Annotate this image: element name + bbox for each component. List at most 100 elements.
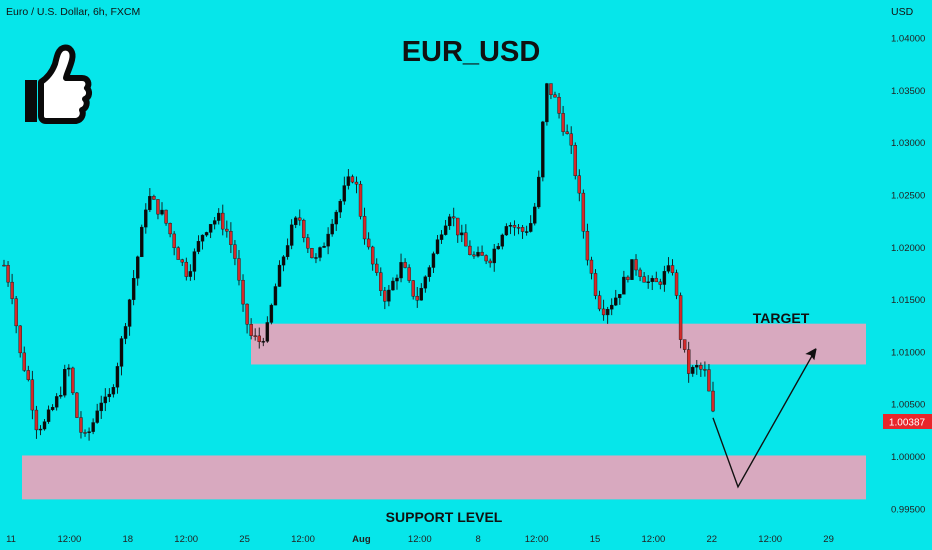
candle-bear [561, 113, 565, 132]
x-tick-label: Aug [352, 534, 371, 545]
candle-bear [237, 258, 241, 281]
candle-bull [500, 234, 505, 247]
candle-bull [476, 251, 480, 257]
candle-bear [512, 225, 517, 228]
candle-bull [610, 304, 614, 310]
candle-bull [314, 257, 318, 259]
candle-bull [533, 206, 537, 224]
arrow-layer [712, 348, 817, 489]
candle-bear [366, 238, 371, 248]
candle-bull [695, 365, 699, 368]
chart-title: EUR_USD [402, 36, 541, 68]
candle-bear [83, 432, 87, 434]
target-label: TARGET [753, 310, 810, 326]
axis-layer: 1.04000 1.03500 1.03000 1.02500 1.02000 1.015… [6, 34, 925, 545]
candle-bull [387, 289, 391, 302]
candle-bull [330, 223, 334, 235]
candle-bear [452, 216, 456, 219]
candle-bull [492, 248, 496, 264]
candle-bear [468, 245, 472, 256]
candle-bear [172, 233, 176, 248]
candle-bull [87, 431, 91, 433]
candle-bull [605, 308, 610, 316]
candle-bear [75, 392, 79, 418]
candle-bull [545, 83, 549, 123]
projection-path [712, 348, 817, 489]
candle-bear [682, 339, 687, 350]
candle-bear [634, 259, 638, 271]
candle-bear [573, 145, 577, 176]
zone-target [251, 323, 866, 365]
candle-bear [156, 199, 160, 215]
candle-bull [528, 223, 533, 232]
candle-bear [233, 244, 237, 259]
x-tick-label: 22 [707, 534, 718, 545]
support-label: SUPPORT LEVEL [386, 509, 503, 525]
candle-bull [285, 245, 290, 257]
candle-bear [711, 390, 715, 412]
zone-support-level [22, 455, 866, 500]
candle-bull [395, 277, 399, 282]
candle-bull [423, 276, 428, 289]
y-tick-label: 1.03000 [891, 138, 925, 149]
x-tick-label: 12:00 [174, 534, 198, 545]
candle-bear [18, 325, 22, 354]
candle-bear [298, 217, 302, 221]
candle-bull [524, 231, 529, 233]
candle-bear [180, 259, 184, 263]
candle-bear [411, 280, 415, 297]
candle-bull [334, 211, 338, 225]
y-tick-label: 1.00000 [891, 452, 925, 463]
candle-bull [59, 395, 63, 397]
candle-bear [577, 175, 582, 194]
candle-bear [245, 303, 249, 325]
candle-bear [358, 183, 363, 217]
candle-bear [626, 276, 630, 280]
candle-bull [281, 256, 286, 266]
candle-bull [326, 233, 330, 247]
candle-bear [6, 265, 10, 283]
candle-bear [658, 281, 663, 285]
candle-bull [196, 241, 201, 252]
candle-bull [541, 121, 545, 178]
candle-bear [168, 223, 172, 235]
candle-bull [50, 407, 55, 410]
x-tick-label: 15 [590, 534, 601, 545]
candle-bull [622, 276, 626, 295]
candle-bear [152, 196, 156, 200]
candle-bear [585, 230, 590, 261]
last-price-tag: 1.00387 [883, 414, 932, 429]
candle-bull [443, 225, 448, 235]
candle-bull [188, 271, 193, 277]
candle-bull [447, 216, 452, 227]
candle-bull [111, 387, 116, 395]
candle-bull [140, 226, 144, 258]
y-tick-label: 1.01000 [891, 347, 925, 358]
candle-bear [565, 131, 569, 134]
candle-bull [277, 264, 282, 287]
y-tick-label: 1.01500 [891, 295, 925, 306]
candle-bull [338, 200, 342, 213]
candle-bear [14, 298, 18, 327]
candle-bull [127, 299, 132, 327]
candle-bear [71, 367, 75, 394]
candle-bear [241, 279, 245, 305]
candle-bear [362, 216, 367, 240]
candle-bear [249, 324, 253, 336]
currency-label: USD [891, 6, 914, 18]
y-tick-label: 1.04000 [891, 34, 925, 45]
candle-bull [289, 224, 294, 246]
candle-bear [257, 335, 261, 342]
candle-bear [569, 133, 573, 146]
candle-bear [302, 220, 306, 238]
projection-arrowhead [805, 348, 817, 361]
candle-bull [294, 217, 298, 226]
candle-bull [265, 322, 270, 342]
candle-bear [674, 272, 679, 296]
x-tick-label: 12:00 [525, 534, 549, 545]
candle-bear [30, 379, 35, 411]
candle-bull [123, 326, 128, 339]
candle-bear [225, 228, 229, 232]
candle-bull [650, 278, 654, 282]
candle-bear [520, 227, 525, 232]
